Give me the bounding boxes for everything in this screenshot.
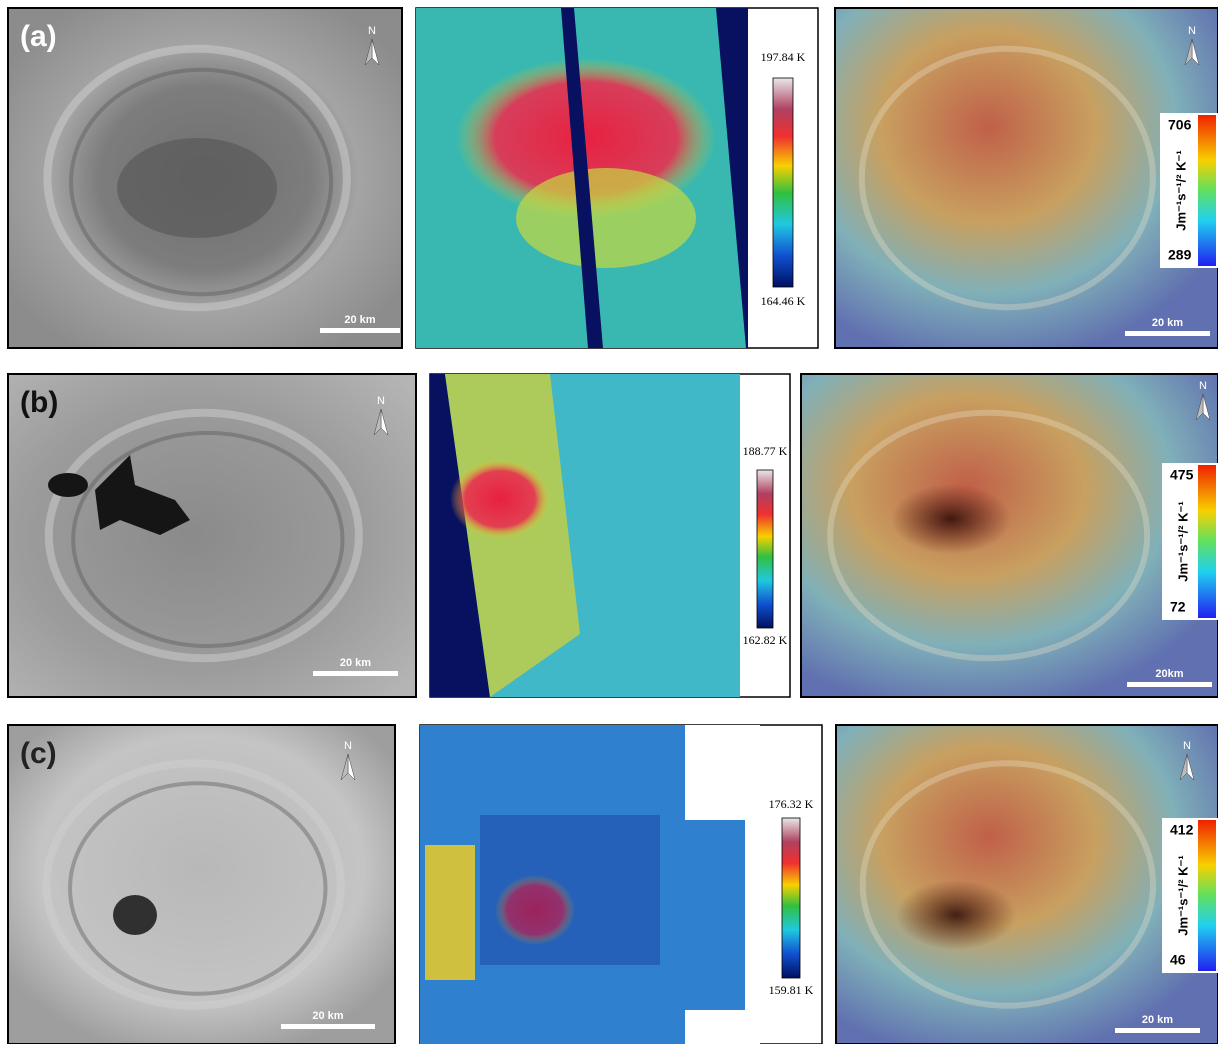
panel-label: (b) <box>20 386 58 419</box>
thermal-warm <box>516 168 696 268</box>
crater-floor <box>117 138 277 238</box>
temperature-min: 164.46 K <box>761 294 806 308</box>
scale-bar-label: 20 km <box>1152 317 1183 329</box>
inertia-colorbar <box>1198 465 1216 618</box>
inertia-min: 72 <box>1170 599 1186 615</box>
inertia-unit: Jm⁻¹s⁻¹/² K⁻¹ <box>1173 150 1188 231</box>
dark-deposit <box>113 895 157 935</box>
scale-bar <box>1127 682 1212 687</box>
temperature-colorbar <box>757 470 773 628</box>
temperature-min: 159.81 K <box>769 983 814 997</box>
north-label: N <box>377 395 385 407</box>
grayscale-image <box>8 374 416 697</box>
scale-bar-label: 20 km <box>1142 1014 1173 1026</box>
scale-bar-label: 20 km <box>312 1010 343 1022</box>
temperature-colorbar <box>782 818 800 978</box>
scale-bar <box>281 1024 375 1029</box>
inertia-colorbar <box>1198 820 1216 971</box>
inertia-colorbar <box>1198 115 1216 266</box>
scale-bar <box>313 671 398 676</box>
north-label: N <box>344 740 352 752</box>
scale-bar <box>1115 1028 1200 1033</box>
temperature-min: 162.82 K <box>743 633 788 647</box>
north-label: N <box>1199 380 1207 392</box>
thermal-swath <box>685 820 745 1010</box>
scale-bar-label: 20km <box>1155 668 1183 680</box>
scale-bar <box>320 328 400 333</box>
overlay-dark <box>896 880 1016 950</box>
overlay-dark <box>891 484 1011 554</box>
temperature-max: 197.84 K <box>761 50 806 64</box>
inertia-max: 412 <box>1170 822 1194 838</box>
inertia-min: 46 <box>1170 952 1186 968</box>
temperature-max: 188.77 K <box>743 444 788 458</box>
inertia-overlay <box>836 725 1218 1044</box>
temperature-colorbar <box>773 78 793 287</box>
inertia-unit: Jm⁻¹s⁻¹/² K⁻¹ <box>1175 501 1190 582</box>
panel-label: (a) <box>20 20 57 53</box>
scale-bar-label: 20 km <box>344 314 375 326</box>
inertia-min: 289 <box>1168 247 1192 263</box>
thermal-swath <box>425 845 475 980</box>
scale-bar <box>1125 331 1210 336</box>
figure: (a) N 20 km 197.84 K 164.46 K N 20 km 706 289 Jm⁻… <box>0 0 1218 1044</box>
dark-deposit <box>48 473 88 497</box>
panel-label: (c) <box>20 737 57 770</box>
north-label: N <box>368 25 376 37</box>
scale-bar-label: 20 km <box>340 657 371 669</box>
north-label: N <box>1188 25 1196 37</box>
inertia-max: 706 <box>1168 117 1192 133</box>
inertia-overlay <box>801 374 1218 697</box>
thermal-cold <box>480 815 660 965</box>
north-label: N <box>1183 740 1191 752</box>
inertia-unit: Jm⁻¹s⁻¹/² K⁻¹ <box>1175 855 1190 936</box>
inertia-max: 475 <box>1170 467 1194 483</box>
temperature-max: 176.32 K <box>769 797 814 811</box>
thermal-hot <box>450 459 550 539</box>
